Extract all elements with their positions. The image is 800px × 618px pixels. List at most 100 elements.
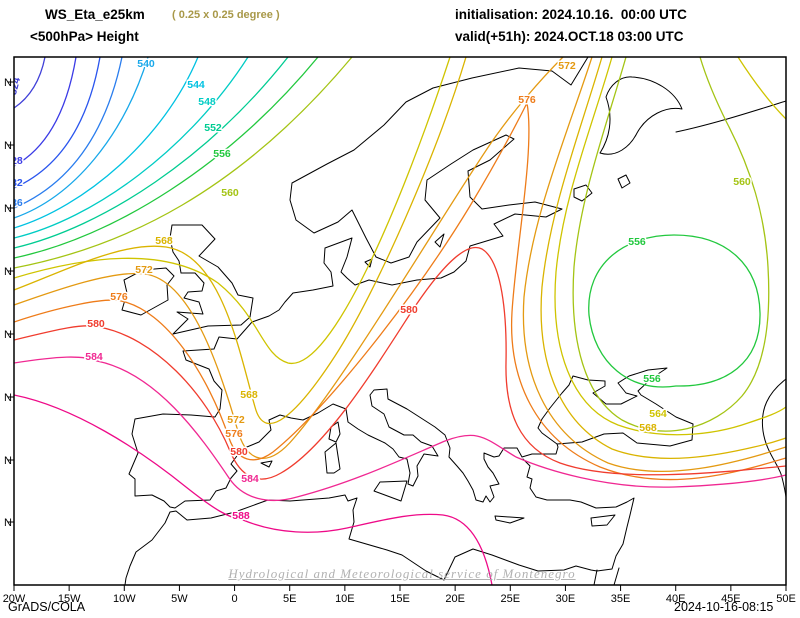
- coastlines: [121, 57, 786, 585]
- contour-label-580: 580: [230, 446, 248, 458]
- contour-label-568: 568: [155, 235, 173, 247]
- x-tick-label: 45E: [721, 593, 741, 605]
- x-tick-label: 30E: [556, 593, 576, 605]
- contour-568-line-west: [14, 57, 467, 425]
- coastline-white-sea: [599, 76, 683, 155]
- latitude-axis: N N N N N N N N: [4, 77, 14, 529]
- x-tick-label: 5E: [283, 593, 296, 605]
- longitude-axis: 20W 15W 10W 5W 0 5E 10E 15E 20E 25E 30E 35E 40E 45E 50…: [3, 585, 796, 605]
- field-title: <500hPa> Height: [30, 29, 139, 44]
- coastline-europe-mainland: [128, 57, 694, 509]
- lake-onega: [617, 174, 631, 189]
- contour-label-556: 556: [628, 236, 646, 248]
- contour-532-line: [14, 57, 101, 189]
- contour-label-532: 532: [5, 177, 23, 189]
- contour-label-524: 524: [7, 76, 23, 96]
- creation-timestamp: 2024-10-16-08:15: [674, 600, 774, 614]
- contour-576-line: [14, 102, 786, 481]
- contour-label-576: 576: [110, 291, 128, 303]
- y-tick-label: N: [4, 392, 12, 404]
- coastline-suez-gulf: [593, 569, 598, 585]
- coastline-cyprus: [590, 514, 616, 527]
- y-tick-label: N: [4, 203, 12, 215]
- contour-label-584: 584: [241, 473, 259, 485]
- contour-540-line: [14, 57, 149, 219]
- contour-label-564: 564: [649, 408, 667, 420]
- contour-572-line-west: [14, 57, 564, 459]
- coastline-gotland: [434, 233, 445, 248]
- valid-time: valid(+51h): 2024.OCT.18 03:00 UTC: [455, 29, 684, 44]
- initialisation-time: initialisation: 2024.10.16. 00:00 UTC: [455, 7, 687, 22]
- lake-ladoga: [573, 184, 593, 202]
- x-tick-label: 0: [232, 593, 238, 605]
- contour-label-588: 588: [232, 510, 250, 522]
- y-tick-label: N: [4, 517, 12, 529]
- contour-label-528: 528: [5, 155, 23, 167]
- grads-credit: GrADS/COLA: [8, 600, 86, 614]
- contour-label-584: 584: [85, 351, 103, 363]
- coastline-corsica: [328, 421, 341, 443]
- contour-584-line: [14, 356, 786, 502]
- coastline-sicily: [373, 480, 408, 502]
- contour-label-560: 560: [733, 176, 751, 188]
- contour-528-line: [14, 57, 77, 167]
- contour-544-line: [14, 57, 199, 229]
- coastline-ireland: [121, 267, 175, 316]
- contour-label-556: 556: [213, 148, 231, 160]
- contour-556-line-west: [14, 57, 319, 259]
- coastline-aqaba-gulf: [613, 567, 620, 585]
- contour-label-580: 580: [87, 318, 105, 330]
- contour-564-line-east: [554, 57, 786, 436]
- contour-572-line-east: [522, 57, 786, 473]
- x-tick-label: 25E: [500, 593, 520, 605]
- contour-536-line: [14, 57, 123, 209]
- contour-label-552: 552: [204, 122, 222, 134]
- contour-label-540: 540: [137, 58, 155, 70]
- contour-label-572: 572: [558, 60, 576, 72]
- watermark: Hydrological and Meteorological service …: [228, 566, 576, 581]
- x-tick-label: 40E: [666, 593, 686, 605]
- x-tick-label: 15W: [58, 593, 81, 605]
- contour-label-536: 536: [5, 197, 23, 209]
- contour-548-line: [14, 57, 249, 239]
- coastline-barents: [675, 100, 786, 133]
- y-tick-label: N: [4, 140, 12, 152]
- y-tick-label: N: [4, 455, 12, 467]
- contour-label-572: 572: [227, 414, 245, 426]
- x-tick-label: 20W: [3, 593, 26, 605]
- x-tick-label: 20E: [445, 593, 465, 605]
- x-tick-label: 35E: [611, 593, 631, 605]
- y-tick-label: N: [4, 266, 12, 278]
- coastline-caspian: [761, 378, 786, 498]
- contour-label-576: 576: [225, 428, 243, 440]
- contour-524-line: [14, 57, 46, 109]
- contour-label-560: 560: [221, 187, 239, 199]
- contour-label-544: 544: [187, 79, 205, 91]
- model-resolution: ( 0.25 x 0.25 degree ): [172, 9, 280, 21]
- contour-label-576: 576: [518, 94, 536, 106]
- x-tick-label: 10E: [335, 593, 355, 605]
- contour-588-line: [14, 394, 493, 585]
- coastline-africa-levant: [124, 458, 635, 585]
- coastline-mallorca: [260, 460, 273, 468]
- model-title: WS_Eta_e25km: [45, 7, 145, 22]
- coastline-crete: [494, 515, 525, 524]
- contour-560-loop-east: [572, 57, 770, 432]
- x-tick-label: 50E: [776, 593, 796, 605]
- contour-560-line-west: [14, 57, 353, 269]
- x-tick-label: 15E: [390, 593, 410, 605]
- y-tick-label: N: [4, 329, 12, 341]
- coastline-zealand: [364, 258, 373, 268]
- contour-label-548: 548: [198, 96, 216, 108]
- contour-label-568: 568: [639, 422, 657, 434]
- contour-556-loop-east: [588, 234, 761, 388]
- map-frame: [13, 56, 787, 586]
- contour-564-line-west: [14, 57, 451, 364]
- contour-label-580: 580: [400, 304, 418, 316]
- contour-568-line-east: [540, 57, 786, 460]
- contour-label-572: 572: [135, 264, 153, 276]
- coastline-great-britain: [169, 224, 254, 335]
- contour-label-568: 568: [240, 389, 258, 401]
